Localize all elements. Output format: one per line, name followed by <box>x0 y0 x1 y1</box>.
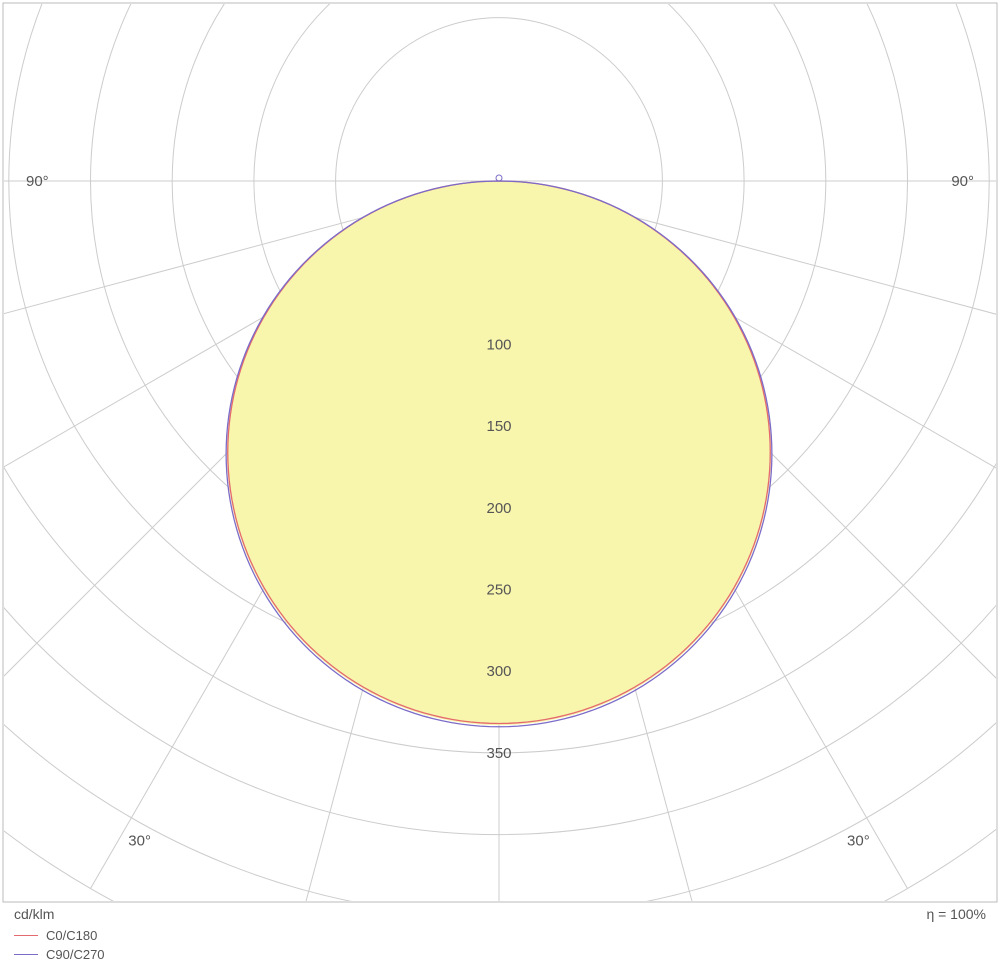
legend-item: C90/C270 <box>14 947 986 962</box>
svg-text:250: 250 <box>486 582 511 599</box>
legend-label: C0/C180 <box>46 928 97 943</box>
legend-item: C0/C180 <box>14 928 986 943</box>
svg-text:30°: 30° <box>847 832 870 849</box>
svg-text:90°: 90° <box>26 173 49 190</box>
efficiency-label: η = 100% <box>926 906 986 922</box>
chart-footer: cd/klm η = 100% C0/C180 C90/C270 <box>0 900 1000 972</box>
legend-swatch-c90 <box>14 954 38 955</box>
svg-text:300: 300 <box>486 663 511 680</box>
legend-label: C90/C270 <box>46 947 105 962</box>
polar-intensity-chart: 10015020025030035090°75°60°45°30°15°0°15… <box>0 0 1000 905</box>
svg-text:200: 200 <box>486 500 511 517</box>
svg-text:150: 150 <box>486 418 511 435</box>
legend: C0/C180 C90/C270 <box>14 928 986 962</box>
svg-text:100: 100 <box>486 336 511 353</box>
svg-text:90°: 90° <box>951 173 974 190</box>
unit-label: cd/klm <box>14 906 54 922</box>
svg-text:350: 350 <box>486 745 511 762</box>
svg-text:30°: 30° <box>128 832 151 849</box>
legend-swatch-c0 <box>14 935 38 936</box>
